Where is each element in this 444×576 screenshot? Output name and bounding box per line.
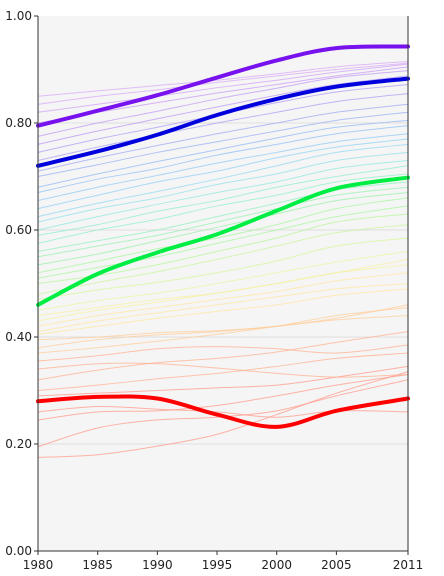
series-line-highlight-1: [36, 175, 410, 307]
series-line-48: [37, 60, 409, 97]
series-line-10: [37, 331, 409, 381]
series-line-16: [37, 288, 409, 335]
series-line-44: [37, 70, 409, 137]
y-tick-label: 0.40: [5, 330, 32, 344]
series-line-17: [37, 283, 409, 333]
y-tick-label: 0.80: [5, 116, 32, 130]
series-line-5: [37, 379, 409, 448]
series-line-36: [37, 133, 409, 202]
series-line-13: [37, 307, 409, 354]
series-line-34: [37, 143, 409, 218]
series-line-30: [37, 173, 409, 244]
series-line-38: [37, 119, 409, 188]
series-line-26: [37, 197, 409, 274]
series-line-21: [37, 250, 409, 311]
series-line-20: [37, 258, 409, 317]
series-line-47: [37, 62, 409, 105]
series-line-11: [37, 362, 409, 378]
background-series-lines: [37, 60, 409, 458]
highlighted-series-lines: [36, 44, 410, 429]
series-line-37: [37, 125, 409, 194]
series-line-18: [37, 272, 409, 327]
x-tick-label: 1995: [202, 558, 233, 572]
y-tick-label: 0.00: [5, 544, 32, 558]
series-line-22: [37, 237, 409, 301]
series-line-12: [37, 344, 409, 362]
series-line-25: [37, 205, 409, 279]
y-axis-ticks: 0.00 0.20 0.40 0.60 0.80 1.00: [5, 9, 38, 558]
series-line-4: [37, 371, 409, 458]
x-tick-label: 1980: [23, 558, 54, 572]
series-line-28: [37, 186, 409, 258]
series-line-6: [37, 373, 409, 421]
series-line-39: [37, 111, 409, 177]
plot-background: [38, 16, 408, 551]
series-line-43: [37, 75, 409, 145]
series-line-highlight-0: [36, 394, 410, 429]
x-tick-label: 1990: [142, 558, 173, 572]
series-line-46: [37, 63, 409, 113]
series-line-15: [37, 304, 409, 341]
x-tick-label: 1985: [82, 558, 113, 572]
series-line-highlight-2: [36, 76, 410, 168]
series-line-highlight-3: [36, 44, 410, 128]
series-line-9: [37, 352, 409, 391]
series-line-23: [37, 224, 409, 295]
x-tick-label: 2000: [261, 558, 292, 572]
series-line-32: [37, 159, 409, 231]
series-line-31: [37, 165, 409, 236]
series-line-14: [37, 315, 409, 349]
y-tick-label: 0.20: [5, 437, 32, 451]
y-tick-label: 0.60: [5, 223, 32, 237]
series-line-40: [37, 103, 409, 172]
series-line-27: [37, 192, 409, 266]
series-line-35: [37, 138, 409, 210]
x-tick-label: 2011: [393, 558, 424, 572]
series-line-33: [37, 151, 409, 223]
series-line-41: [37, 93, 409, 161]
x-tick-label: 2005: [321, 558, 352, 572]
x-axis-ticks: 1980 1985 1990 1995 2000 2005 2011: [23, 551, 424, 572]
y-tick-label: 1.00: [5, 9, 32, 23]
